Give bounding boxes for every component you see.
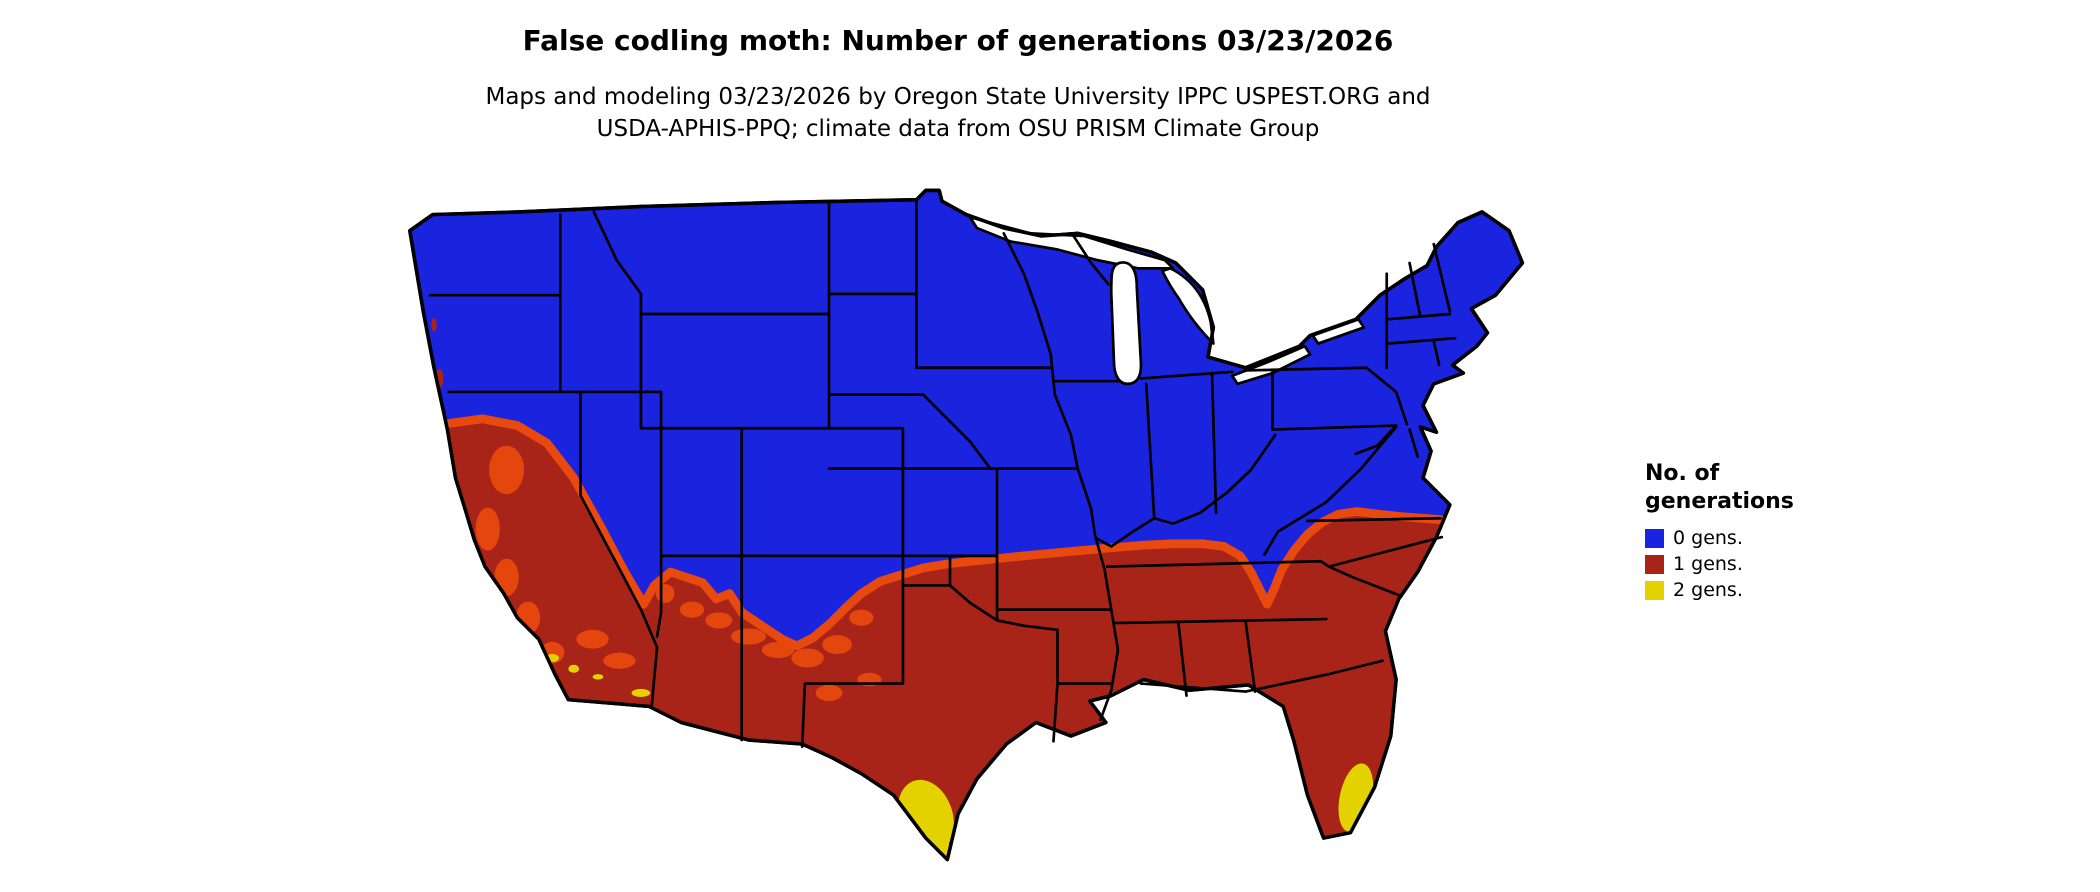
legend-items: 0 gens. 1 gens. 2 gens.	[1645, 525, 1794, 603]
legend-title-line-1: No. of	[1645, 461, 1720, 486]
legend-label-0-gens: 0 gens.	[1673, 527, 1743, 549]
legend-title: No. of generations	[1645, 460, 1794, 516]
header: False codling moth: Number of generation…	[0, 24, 1916, 145]
subtitle-line-1: Maps and modeling 03/23/2026 by Oregon S…	[485, 84, 1431, 110]
subtitle-line-2: USDA-APHIS-PPQ; climate data from OSU PR…	[596, 116, 1320, 142]
lake-michigan	[1109, 261, 1143, 386]
lake-huron	[1160, 266, 1215, 345]
legend-item-1-gens: 1 gens.	[1645, 551, 1794, 577]
us-outline	[408, 188, 1525, 862]
legend-swatch-2-gens	[1645, 580, 1664, 600]
lake-superior	[968, 215, 1175, 270]
legend-swatch-1-gens	[1645, 554, 1664, 574]
page-title: False codling moth: Number of generation…	[522, 24, 1394, 57]
legend: No. of generations 0 gens. 1 gens. 2 gen…	[1645, 460, 1794, 603]
legend-title-line-2: generations	[1645, 489, 1794, 514]
legend-item-2-gens: 2 gens.	[1645, 577, 1794, 603]
us-generations-map	[408, 188, 1525, 862]
zone-boundary-fringe	[439, 414, 1445, 651]
legend-item-0-gens: 0 gens.	[1645, 525, 1794, 551]
state-borders	[428, 198, 1457, 749]
lake-erie	[1230, 344, 1312, 386]
legend-swatch-0-gens	[1645, 528, 1664, 548]
legend-label-2-gens: 2 gens.	[1673, 579, 1743, 601]
legend-label-1-gens: 1 gens.	[1673, 553, 1743, 575]
